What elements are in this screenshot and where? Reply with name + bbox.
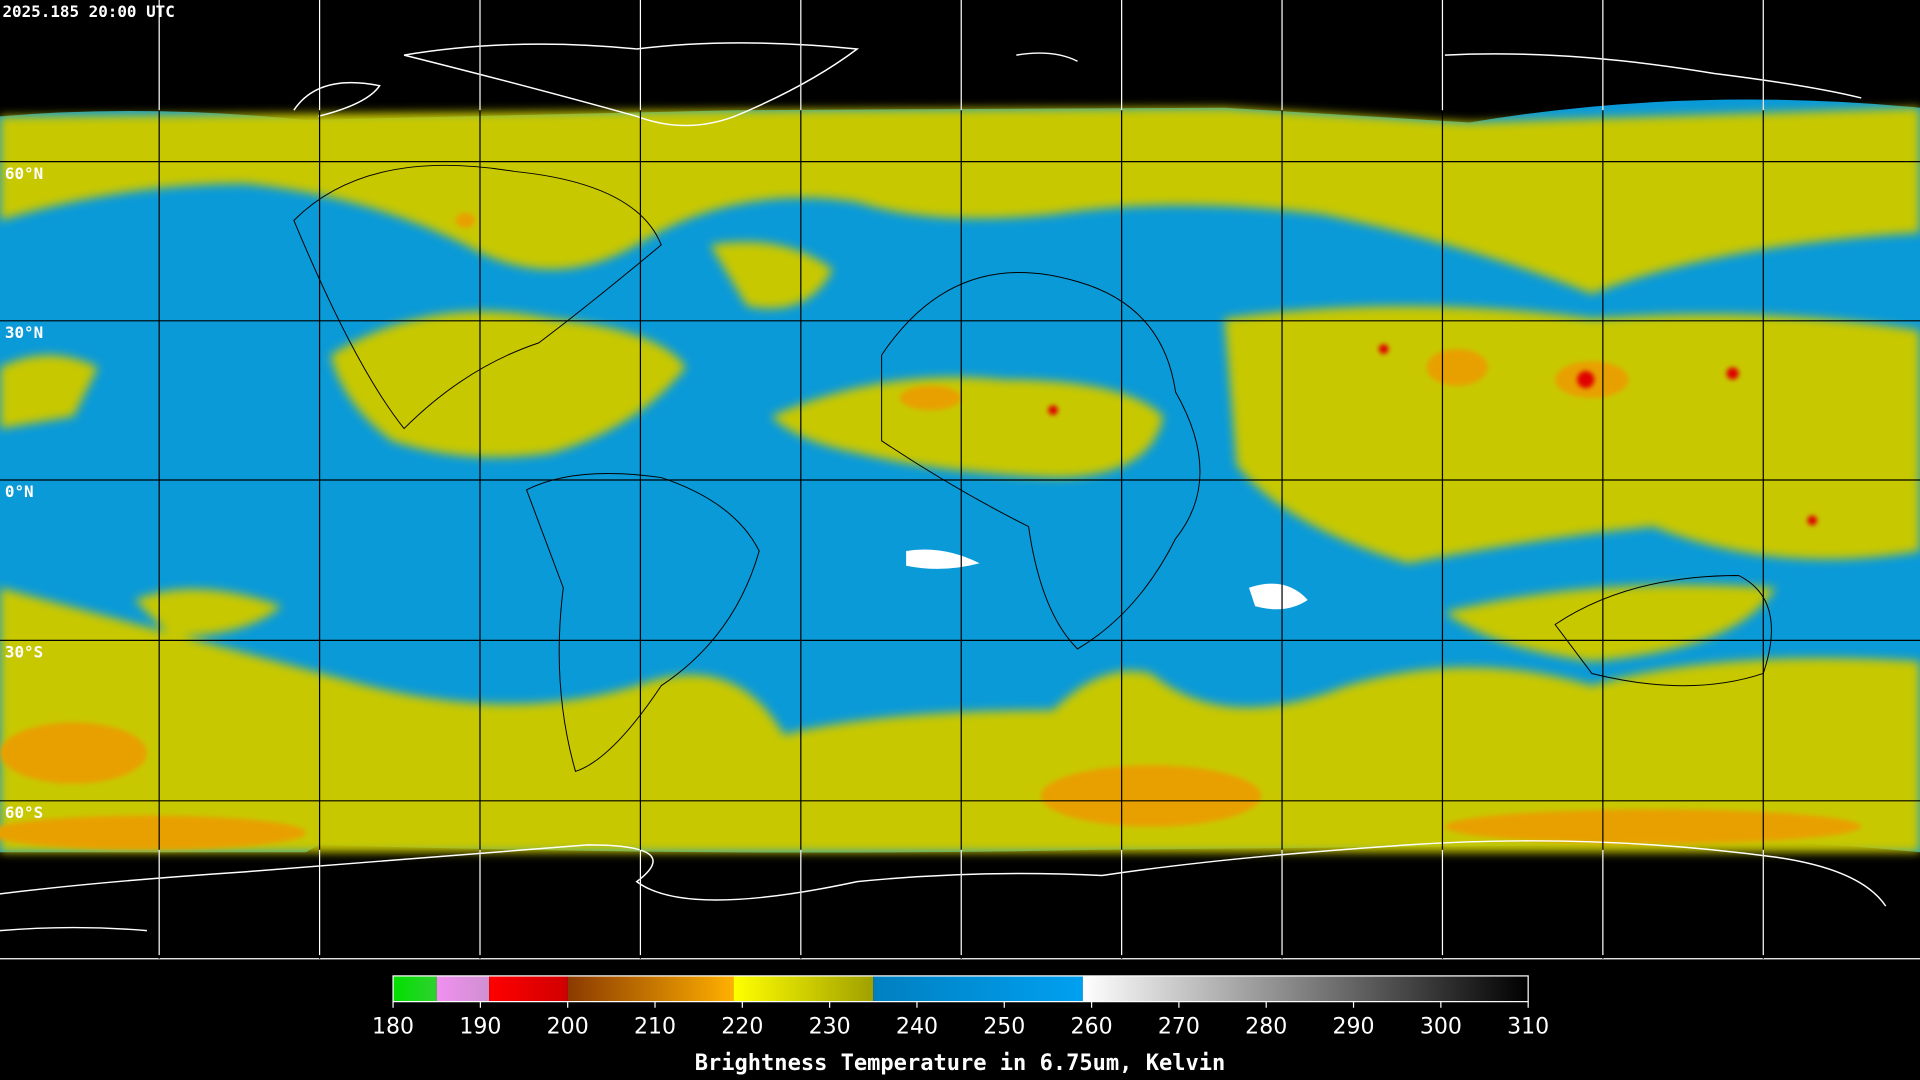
satellite-imagery — [0, 99, 1920, 853]
colorbar: 180 190 200 210 220 230 240 250 260 270 280 290 300 3… — [372, 975, 1549, 1039]
colorbar-tick-label: 220 — [721, 1014, 763, 1039]
colorbar-tick-label: 290 — [1333, 1014, 1375, 1039]
colorbar-tick-label: 200 — [547, 1014, 589, 1039]
colorbar-segment — [567, 975, 734, 1002]
colorbar-tick-label: 300 — [1420, 1014, 1462, 1039]
colorbar-tick-label: 190 — [459, 1014, 501, 1039]
coastlines — [0, 42, 1887, 932]
colorbar-tick-label: 260 — [1071, 1014, 1113, 1039]
colorbar-segment — [1082, 975, 1529, 1002]
colorbar-tick-label: 250 — [983, 1014, 1025, 1039]
latitude-label: 0°N — [5, 482, 34, 501]
latitude-label: 60°N — [5, 164, 43, 183]
colorbar-frame — [392, 975, 1529, 1003]
latitude-label: 30°N — [5, 323, 43, 342]
colorbar-tick-label: 270 — [1158, 1014, 1200, 1039]
latitude-label: 30°S — [5, 643, 43, 662]
graticule — [0, 0, 1920, 960]
colorbar-tick-label: 180 — [372, 1014, 414, 1039]
timestamp: 2025.185 20:00 UTC — [2, 2, 174, 21]
colorbar-tick-label: 240 — [896, 1014, 938, 1039]
colorbar-title: Brightness Temperature in 6.75um, Kelvin — [695, 1051, 1226, 1076]
colorbar-segment — [489, 975, 568, 1002]
colorbar-segment — [436, 975, 490, 1002]
colorbar-segment — [733, 975, 874, 1002]
latitude-label: 60°S — [5, 803, 43, 822]
colorbar-segment — [393, 975, 437, 1002]
colorbar-segment — [873, 975, 1083, 1002]
colorbar-tick-label: 210 — [634, 1014, 676, 1039]
colorbar-tick-label: 310 — [1507, 1014, 1549, 1039]
colorbar-tick-label: 230 — [809, 1014, 851, 1039]
colorbar-tick-label: 280 — [1245, 1014, 1287, 1039]
continent-outlines — [293, 164, 1772, 773]
